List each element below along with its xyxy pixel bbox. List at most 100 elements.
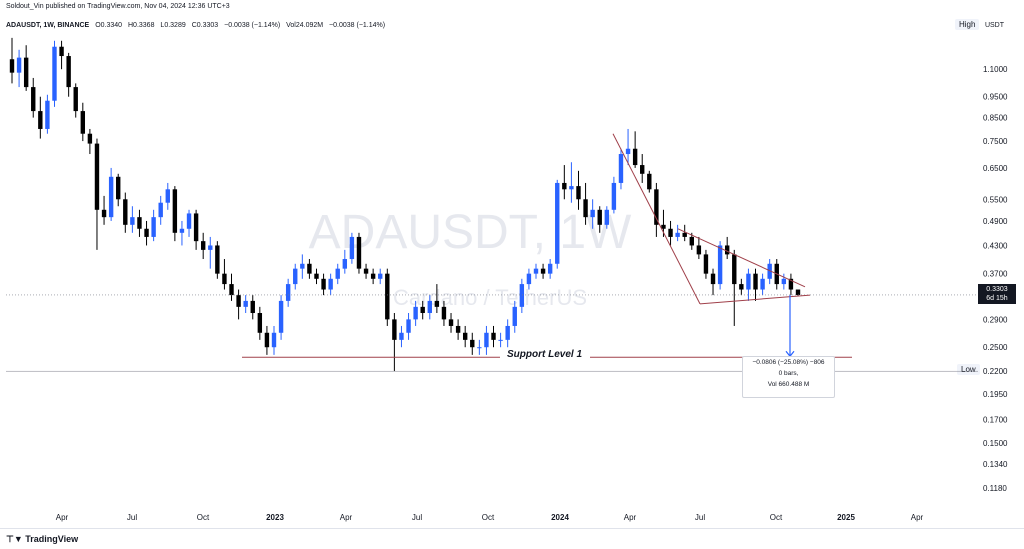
candle-body — [647, 173, 652, 190]
y-tick-label: 0.2500 — [983, 343, 1008, 352]
candle-body — [66, 56, 71, 88]
high-button[interactable]: High — [955, 19, 980, 30]
triangle-upper-left — [612, 133, 701, 305]
price-axis[interactable]: 1.1000 0.9500 0.8500 0.7500 0.6500 0.5500 0.49… — [983, 65, 1008, 493]
candle-body — [250, 300, 255, 314]
y-tick-label: 0.1950 — [983, 390, 1008, 399]
candle-body — [746, 273, 751, 290]
x-tick-label: Jul — [412, 513, 422, 522]
ohlc-legend: ADAUSDT, 1W, BINANCE O0.3340 H0.3368 L0.… — [6, 22, 385, 29]
candle-body — [165, 189, 170, 203]
brand-label: TradingView — [25, 534, 79, 544]
y-tick-label: 0.8500 — [983, 114, 1008, 123]
x-tick-label: Apr — [911, 513, 924, 522]
symbol-label[interactable]: ADAUSDT, 1W, BINANCE — [6, 22, 90, 29]
low-button[interactable]: Low — [957, 364, 980, 375]
candle-body — [668, 228, 673, 237]
measure-tooltip: −0.0806 (−25.08%) −806 0 bars, Vol 660.4… — [742, 356, 835, 398]
candle-body — [130, 217, 135, 225]
y-tick-label: 0.7500 — [983, 137, 1008, 146]
low-value: L0.3289 — [160, 22, 186, 29]
candle-body — [760, 278, 765, 290]
candle-body — [519, 284, 525, 307]
candle-body — [101, 209, 107, 218]
y-tick-label: 0.4900 — [983, 217, 1008, 226]
candle-body — [137, 217, 142, 229]
y-tick-label: 0.6500 — [983, 164, 1008, 173]
candles — [9, 37, 801, 372]
candle-body — [123, 199, 128, 225]
publish-info: Soldout_Vin published on TradingView.com… — [6, 3, 230, 10]
candle-body — [116, 176, 121, 200]
candle-body — [342, 259, 348, 269]
candle-body — [144, 228, 149, 237]
candle-body — [696, 245, 702, 255]
candle-body — [604, 209, 610, 225]
candle-body — [455, 325, 461, 333]
candle-body — [484, 332, 489, 348]
x-tick-label: Oct — [482, 513, 495, 522]
candle-body — [73, 87, 78, 112]
candle-body — [38, 111, 43, 129]
candle-body — [625, 148, 631, 155]
watermark-ticker: ADAUSDT, 1W — [309, 206, 632, 259]
candle-body — [23, 57, 29, 88]
bar-countdown: 6d 15h — [986, 295, 1008, 302]
candle-body — [328, 278, 333, 290]
y-tick-label: 0.2200 — [983, 367, 1008, 376]
candle-body — [264, 332, 270, 348]
candle-body — [661, 224, 666, 229]
candle-body — [87, 133, 93, 144]
x-tick-label: Jul — [695, 513, 705, 522]
candle-body — [45, 100, 50, 129]
candle-body — [335, 268, 340, 279]
candle-body — [392, 319, 397, 340]
candle-body — [477, 347, 482, 349]
candle-body — [441, 306, 447, 320]
candle-body — [16, 57, 22, 73]
candle-body — [491, 332, 496, 340]
symbol-watermark: ADAUSDT, 1W Cardano / TetherUS — [309, 206, 632, 310]
volume-value: Vol24.092M — [286, 22, 324, 29]
tradingview-logo[interactable]: ⊤▼ TradingView — [6, 534, 78, 545]
last-price-value: 0.3303 — [986, 286, 1008, 293]
x-tick-label: Apr — [56, 513, 69, 522]
candle-body — [285, 284, 291, 301]
open-value: O0.3340 — [95, 22, 123, 29]
candle-body — [356, 236, 362, 269]
x-tick-label: Jul — [127, 513, 137, 522]
candle-body — [321, 278, 326, 290]
candle-body — [505, 325, 510, 340]
measure-change: −0.0806 (−25.08%) −806 — [752, 359, 825, 366]
x-tick-label: Oct — [770, 513, 783, 522]
candle-body — [689, 236, 694, 246]
candle-body — [632, 148, 638, 166]
candle-body — [222, 273, 227, 285]
high-value: H0.3368 — [128, 22, 155, 29]
candle-body — [703, 254, 709, 274]
candle-body — [498, 339, 503, 341]
candle-body — [257, 313, 263, 333]
change-value: −0.0038 (−1.14%) — [224, 22, 281, 29]
candle-body — [654, 189, 659, 225]
time-axis[interactable]: Apr Jul Oct 2023 Apr Jul Oct 2024 Apr Jul Oct 2025 A… — [56, 513, 924, 522]
close-value: C0.3303 — [191, 22, 219, 29]
candle-body — [420, 306, 425, 314]
candle-body — [349, 236, 355, 260]
x-tick-label: Oct — [197, 513, 210, 522]
x-tick-label: 2025 — [837, 513, 855, 522]
candle-body — [378, 273, 383, 279]
candle-body — [300, 263, 305, 269]
candle-body — [583, 199, 588, 218]
last-price-tag: 0.3303 6d 15h — [978, 284, 1016, 304]
candle-body — [533, 268, 539, 274]
footer-bar: ⊤▼ TradingView — [0, 528, 1024, 549]
measure-bars: 0 bars, — [778, 370, 799, 377]
candle-body — [151, 217, 156, 237]
candle-body — [462, 332, 468, 340]
currency-label[interactable]: USDT — [984, 22, 1004, 29]
candle-body — [682, 232, 687, 237]
candle-body — [427, 300, 432, 314]
chart-canvas[interactable]: ADAUSDT, 1W Cardano / TetherUS 1.1000 0.9… — [0, 0, 1024, 528]
y-tick-label: 0.3700 — [983, 270, 1008, 279]
